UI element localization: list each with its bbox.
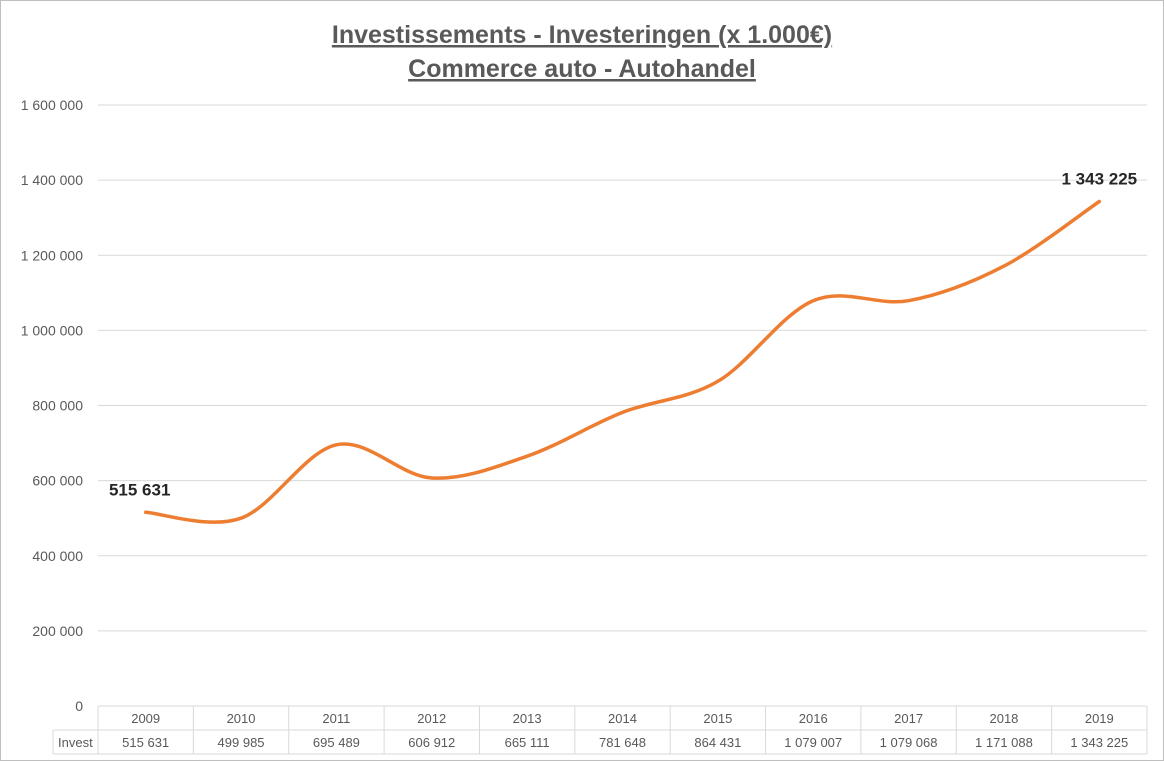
y-tick-label: 1 000 000 — [21, 322, 83, 338]
table-value-cell: 781 648 — [599, 735, 646, 750]
y-tick-label: 200 000 — [32, 623, 83, 639]
data-table: Invest 2009 515 631 2010 499 985 2011 695 489 2… — [52, 705, 1148, 755]
chart-subtitle: Commerce auto - Autohandel — [408, 55, 756, 83]
series-line-invest — [143, 199, 1102, 524]
data-label: 515 631 — [109, 480, 170, 499]
table-value-cell: 499 985 — [218, 735, 265, 750]
table-value-cell: 665 111 — [505, 735, 550, 750]
y-tick-label: 1 400 000 — [21, 172, 83, 188]
x-tick-label: 2011 — [322, 711, 350, 726]
x-tick-label: 2019 — [1085, 711, 1114, 726]
y-tick-label: 800 000 — [32, 398, 83, 414]
table-value-cell: 1 343 225 — [1070, 735, 1128, 750]
y-tick-label: 1 200 000 — [21, 247, 83, 263]
chart-title: Investissements - Investeringen (x 1.000… — [332, 21, 832, 49]
y-tick-label: 400 000 — [32, 548, 83, 564]
x-tick-label: 2016 — [799, 711, 828, 726]
y-tick-label: 1 600 000 — [21, 97, 83, 113]
table-value-cell: 1 079 068 — [880, 735, 938, 750]
table-value-cell: 606 912 — [408, 735, 455, 750]
table-value-cell: 1 079 007 — [784, 735, 842, 750]
x-tick-label: 2012 — [417, 711, 446, 726]
x-tick-label: 2017 — [894, 711, 923, 726]
y-tick-label: 600 000 — [32, 473, 83, 489]
table-value-cell: 1 171 088 — [975, 735, 1033, 750]
table-series-label: Invest — [58, 735, 93, 750]
table-value-cell: 695 489 — [313, 735, 360, 750]
y-tick-label: 0 — [75, 698, 83, 714]
x-tick-label: 2015 — [703, 711, 732, 726]
data-label: 1 343 225 — [1061, 169, 1137, 188]
table-value-cell: 515 631 — [122, 735, 169, 750]
x-tick-label: 2009 — [131, 711, 160, 726]
x-tick-label: 2010 — [227, 711, 256, 726]
y-axis-tick-labels: 0 200 000 400 000 600 000 800 000 1 000 000 1 … — [21, 97, 84, 714]
x-tick-label: 2014 — [608, 711, 637, 726]
x-tick-label: 2018 — [989, 711, 1018, 726]
table-value-cell: 864 431 — [694, 735, 741, 750]
gridlines — [98, 104, 1147, 632]
x-tick-label: 2013 — [513, 711, 542, 726]
series-invest — [143, 199, 1102, 524]
data-labels: 515 631 1 343 225 — [109, 169, 1137, 499]
